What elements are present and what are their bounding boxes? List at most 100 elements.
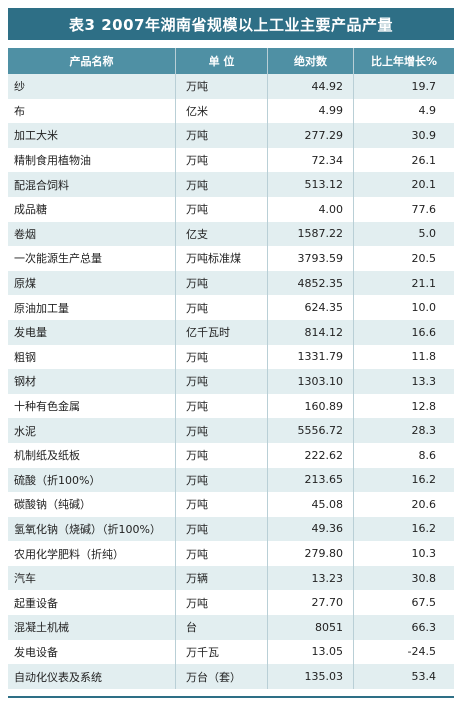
cell-growth: 67.5 (411, 596, 437, 610)
cell-product-name: 加工大米 (8, 123, 176, 148)
cell-absolute: 49.36 (268, 516, 354, 542)
cell-product-name: 农用化学肥料（折纯） (8, 541, 176, 566)
table-row: 十种有色金属 万吨 160.89 12.8 (8, 393, 454, 419)
cell-product-name: 卷烟 (8, 221, 176, 247)
header-absolute: 绝对数 (268, 48, 354, 74)
cell-absolute: 27.70 (268, 590, 354, 616)
table-row: 碳酸钠（纯碱） 万吨 45.08 20.6 (8, 492, 454, 517)
table-row: 起重设备 万吨 27.70 67.5 (8, 590, 454, 616)
cell-product-name: 自动化仪表及系统 (8, 664, 176, 689)
header-product-name: 产品名称 (8, 48, 176, 74)
cell-absolute: 3793.59 (268, 246, 354, 271)
table-row: 原油加工量 万吨 624.35 10.0 (8, 295, 454, 320)
cell-absolute: 279.80 (268, 541, 354, 566)
cell-product-name: 钢材 (8, 369, 176, 394)
cell-unit: 万吨 (176, 393, 268, 419)
cell-growth: 20.6 (411, 497, 437, 511)
cell-growth: 4.9 (418, 104, 437, 118)
cell-absolute: 814.12 (268, 319, 354, 345)
cell-absolute: 4.00 (268, 196, 354, 222)
cell-unit: 万吨 (176, 369, 268, 394)
cell-unit: 台 (176, 615, 268, 640)
table-row: 农用化学肥料（折纯） 万吨 279.80 10.3 (8, 541, 454, 566)
cell-absolute: 277.29 (268, 123, 354, 148)
cell-product-name: 纱 (8, 74, 176, 99)
cell-product-name: 一次能源生产总量 (8, 246, 176, 271)
cell-product-name: 粗钢 (8, 344, 176, 370)
cell-absolute: 624.35 (268, 295, 354, 320)
table-body: 纱万吨 44.92 19.7 布亿米 4.99 4.9 加工大米 万吨 277.29 30.9 精制… (8, 74, 454, 689)
table-row: 精制食用植物油 万吨 72.34 26.1 (8, 147, 454, 173)
cell-growth: 16.2 (411, 473, 437, 487)
production-table: 产品名称 单 位 绝对数 比上年增长% 纱万吨 44.92 19.7 布亿米 4.99 4… (8, 48, 454, 689)
cell-unit: 万台（套） (176, 664, 268, 689)
cell-growth: 12.8 (411, 399, 437, 413)
cell-absolute: 222.62 (268, 442, 354, 468)
cell-absolute: 13.23 (268, 565, 354, 591)
cell-absolute: 45.08 (268, 492, 354, 517)
cell-absolute: 4.99 (268, 98, 354, 124)
cell-unit: 亿千瓦时 (176, 319, 268, 345)
table-row: 一次能源生产总量 万吨标准煤 3793.59 20.5 (8, 246, 454, 271)
cell-absolute: 8051 (268, 615, 354, 640)
cell-growth: 28.3 (411, 424, 437, 438)
cell-absolute: 1331.79 (268, 344, 354, 370)
table-row: 水泥 万吨 5556.72 28.3 (8, 418, 454, 443)
cell-unit: 万吨 (176, 467, 268, 493)
cell-unit: 万辆 (176, 565, 268, 591)
table-row: 发电设备 万千瓦 13.05 -24.5 (8, 639, 454, 665)
table-row: 氢氧化钠（烧碱）（折100%） 万吨 49.36 16.2 (8, 516, 454, 542)
cell-product-name: 布 (8, 98, 176, 124)
cell-growth: 11.8 (411, 350, 437, 364)
cell-growth: 77.6 (411, 202, 437, 216)
cell-unit: 万吨标准煤 (176, 246, 268, 271)
table-row: 汽车 万辆 13.23 30.8 (8, 565, 454, 591)
cell-growth: 20.1 (411, 178, 437, 192)
cell-unit: 万吨 (176, 442, 268, 468)
bottom-rule (8, 696, 454, 698)
cell-product-name: 混凝土机械 (8, 615, 176, 640)
cell-growth: 16.2 (411, 522, 437, 536)
cell-absolute: 1303.10 (268, 369, 354, 394)
cell-product-name: 配混合饲料 (8, 172, 176, 197)
header-unit: 单 位 (176, 48, 268, 74)
cell-growth: 21.1 (411, 276, 437, 290)
cell-product-name: 汽车 (8, 565, 176, 591)
cell-absolute: 135.03 (268, 664, 354, 689)
cell-product-name: 原煤 (8, 270, 176, 296)
table-row: 纱万吨 44.92 19.7 (8, 74, 454, 99)
cell-unit: 万吨 (176, 74, 268, 99)
cell-unit: 万吨 (176, 172, 268, 197)
cell-unit: 万吨 (176, 270, 268, 296)
cell-unit: 万吨 (176, 541, 268, 566)
cell-growth: 13.3 (411, 374, 437, 388)
table-title: 表3 2007年湖南省规模以上工业主要产品产量 (8, 8, 454, 40)
cell-unit: 亿支 (176, 221, 268, 247)
table-row: 卷烟 亿支 1587.22 5.0 (8, 221, 454, 247)
cell-product-name: 精制食用植物油 (8, 147, 176, 173)
table-row: 粗钢 万吨 1331.79 11.8 (8, 344, 454, 370)
cell-unit: 万吨 (176, 344, 268, 370)
cell-unit: 万吨 (176, 492, 268, 517)
cell-unit: 万吨 (176, 123, 268, 148)
cell-unit: 亿米 (176, 98, 268, 124)
cell-growth: 53.4 (411, 670, 437, 684)
cell-absolute: 13.05 (268, 639, 354, 665)
cell-growth: 20.5 (411, 251, 437, 265)
table-frame: 表3 2007年湖南省规模以上工业主要产品产量 产品名称 单 位 绝对数 比上年… (8, 8, 454, 698)
cell-growth: 66.3 (411, 620, 437, 634)
table-row: 钢材 万吨 1303.10 13.3 (8, 369, 454, 394)
cell-product-name: 发电设备 (8, 639, 176, 665)
table-row: 发电量 亿千瓦时 814.12 16.6 (8, 319, 454, 345)
cell-growth: 5.0 (418, 227, 437, 241)
cell-absolute: 513.12 (268, 172, 354, 197)
cell-growth: 30.8 (411, 571, 437, 585)
cell-product-name: 发电量 (8, 319, 176, 345)
cell-unit: 万吨 (176, 516, 268, 542)
cell-absolute: 1587.22 (268, 221, 354, 247)
cell-unit: 万千瓦 (176, 639, 268, 665)
cell-absolute: 5556.72 (268, 418, 354, 443)
table-row: 机制纸及纸板 万吨 222.62 8.6 (8, 442, 454, 468)
table-row: 自动化仪表及系统 万台（套） 135.03 53.4 (8, 664, 454, 689)
cell-unit: 万吨 (176, 295, 268, 320)
